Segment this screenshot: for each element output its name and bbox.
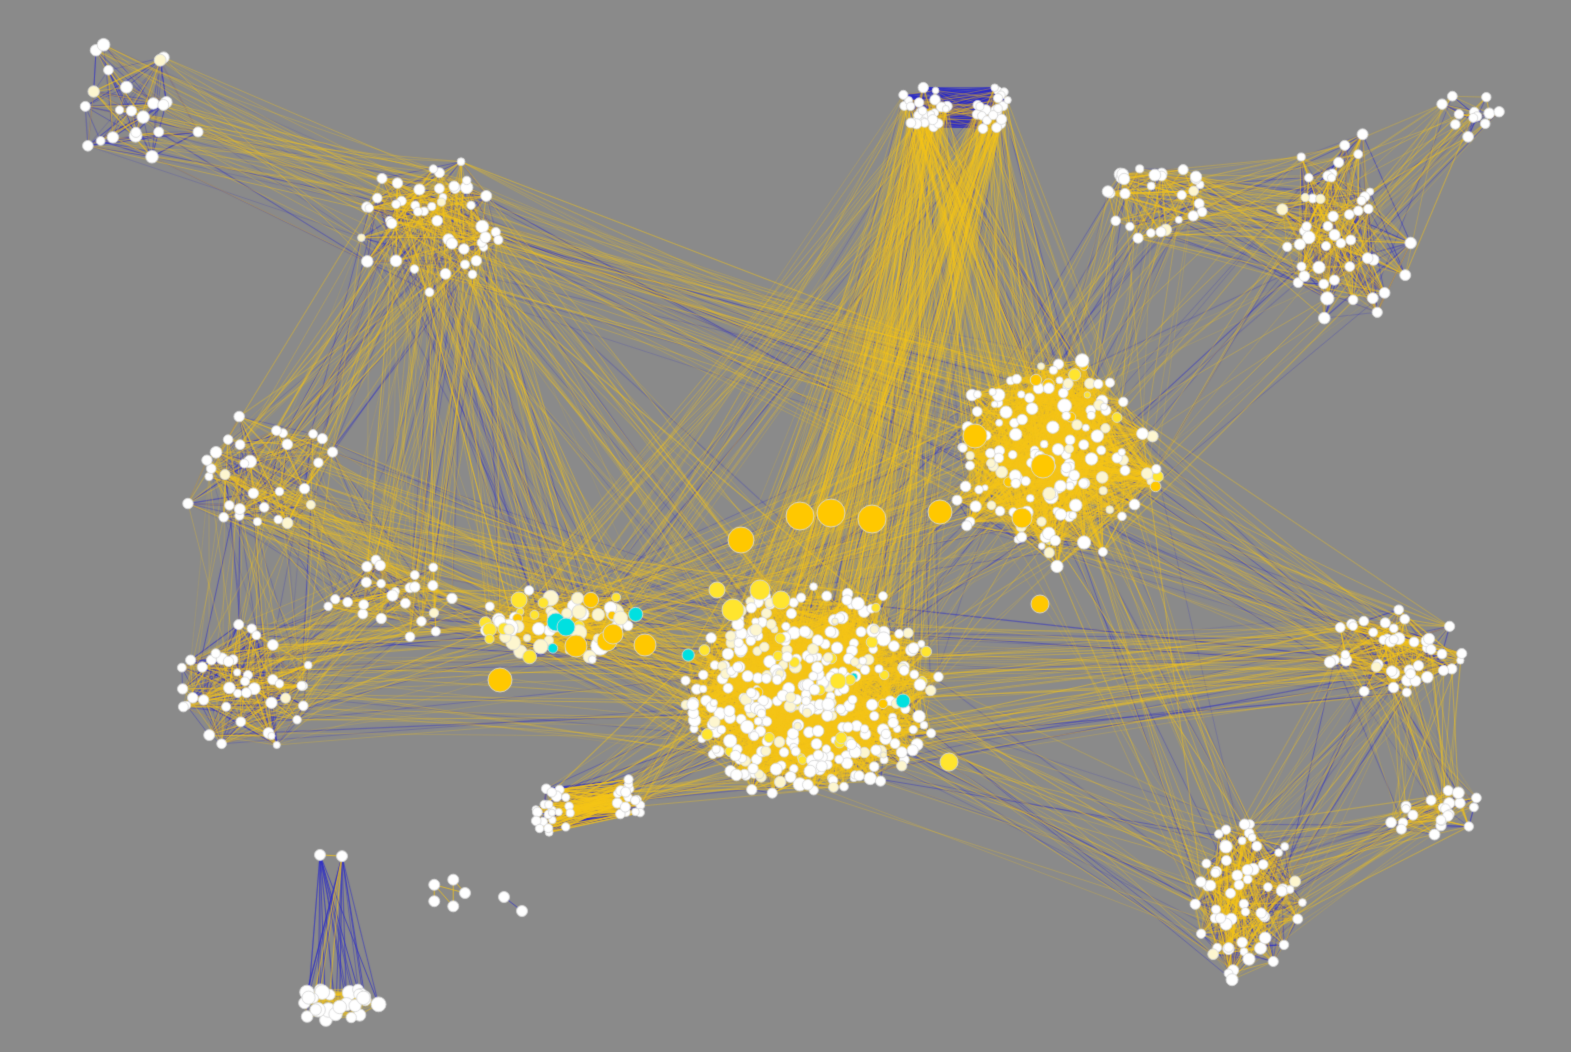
network-graph-visualization <box>0 0 1571 1052</box>
network-graph-canvas[interactable] <box>0 0 1571 1052</box>
